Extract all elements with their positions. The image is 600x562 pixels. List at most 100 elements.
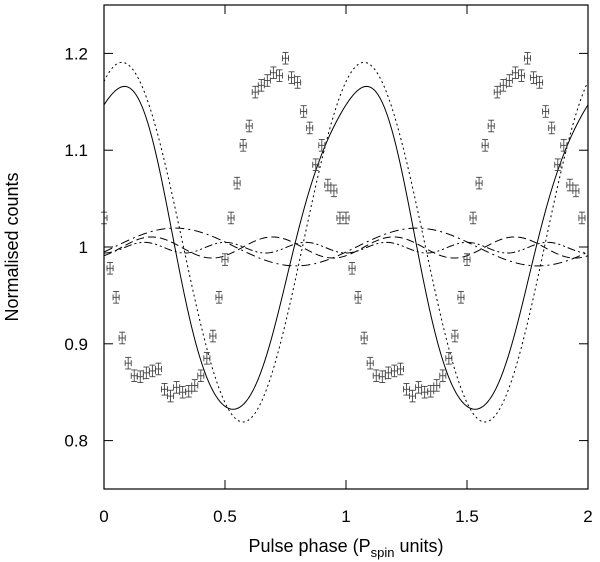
y-tick-label: 1.2 <box>64 44 88 63</box>
data-point <box>536 76 544 89</box>
x-tick-label: 1 <box>341 507 350 526</box>
y-tick-label: 0.8 <box>64 432 88 451</box>
data-point <box>421 385 429 399</box>
data-point <box>433 379 441 392</box>
data-point <box>524 51 531 65</box>
data-point <box>191 379 199 392</box>
data-point <box>312 158 320 171</box>
data-point <box>257 79 265 92</box>
data-point <box>215 291 223 304</box>
data-point <box>239 139 247 152</box>
x-tick-label: 2 <box>583 507 592 526</box>
data-point <box>463 253 471 266</box>
x-tick-label: 0 <box>99 507 108 526</box>
model-curves <box>103 61 589 423</box>
data-point <box>185 384 193 398</box>
data-point <box>142 366 150 380</box>
data-point <box>554 158 562 171</box>
data-point <box>517 69 525 82</box>
data-point <box>269 66 277 80</box>
data-point <box>118 331 126 345</box>
data-point <box>306 121 314 135</box>
y-axis-title: Normalised counts <box>2 172 22 321</box>
x-axis-title: Pulse phase (Pspin units) <box>249 536 444 560</box>
data-point <box>130 369 138 383</box>
data-point <box>530 71 538 84</box>
data-point <box>457 291 465 304</box>
data-point <box>566 178 574 192</box>
data-point <box>396 362 404 376</box>
data-point <box>572 184 580 198</box>
y-tick-label: 1.1 <box>64 141 88 160</box>
data-point <box>542 105 550 118</box>
data-point <box>173 381 181 394</box>
data-point <box>499 79 507 92</box>
model-curve-dotted <box>103 61 589 423</box>
data-point <box>209 329 217 343</box>
data-point <box>112 291 120 304</box>
data-point <box>227 211 235 225</box>
model-curve-dash-dot-dot <box>103 241 589 254</box>
data-point <box>336 211 344 225</box>
data-point <box>548 121 556 135</box>
data-point <box>360 331 368 345</box>
x-axis-title-tail: units) <box>394 536 443 556</box>
data-point <box>409 389 417 403</box>
data-point <box>415 381 423 394</box>
data-point <box>451 329 459 343</box>
x-tick-label: 0.5 <box>213 507 237 526</box>
data-point <box>318 139 326 152</box>
data-point <box>203 352 211 365</box>
data-point <box>251 85 259 99</box>
data-point <box>154 362 162 376</box>
data-point <box>148 364 156 378</box>
data-point <box>161 383 168 396</box>
data-point <box>511 66 519 80</box>
data-point <box>372 369 380 383</box>
data-point <box>475 176 483 190</box>
data-point <box>136 370 144 383</box>
data-point <box>275 69 283 82</box>
axis-ticks <box>103 5 589 489</box>
data-point <box>427 384 435 398</box>
data-point <box>282 51 289 65</box>
data-point <box>179 385 187 399</box>
data-point <box>324 178 332 192</box>
data-point <box>167 389 175 403</box>
data-point <box>378 370 386 383</box>
data-points <box>101 51 586 403</box>
data-point <box>560 139 568 152</box>
data-point <box>390 364 398 378</box>
data-point <box>366 356 374 370</box>
data-point <box>197 369 205 383</box>
data-point <box>348 262 356 275</box>
model-curve-dash-dot <box>103 227 589 267</box>
data-point <box>445 352 453 365</box>
data-point <box>263 74 271 87</box>
data-point <box>124 356 132 370</box>
model-curve-solid <box>103 85 589 410</box>
y-tick-labels: 0.8 0.9 1 1.1 1.2 <box>64 44 88 450</box>
data-point <box>233 176 241 190</box>
data-point <box>245 119 253 133</box>
data-point <box>342 211 350 225</box>
x-tick-label: 1.5 <box>455 507 479 526</box>
data-point <box>354 291 362 304</box>
data-point <box>481 139 489 152</box>
y-tick-label: 1 <box>79 238 88 257</box>
data-point <box>300 105 308 118</box>
x-axis-title-main: Pulse phase (P <box>249 536 371 556</box>
data-point <box>439 369 447 383</box>
data-point <box>288 71 296 84</box>
data-point <box>469 211 477 225</box>
x-tick-labels: 0 0.5 1 1.5 2 <box>99 507 592 526</box>
data-point <box>487 119 495 133</box>
data-point <box>330 184 338 198</box>
data-point <box>106 262 114 275</box>
data-point <box>505 74 513 87</box>
data-point <box>403 383 410 396</box>
data-point <box>578 211 586 225</box>
model-curve-dashed <box>103 236 589 259</box>
